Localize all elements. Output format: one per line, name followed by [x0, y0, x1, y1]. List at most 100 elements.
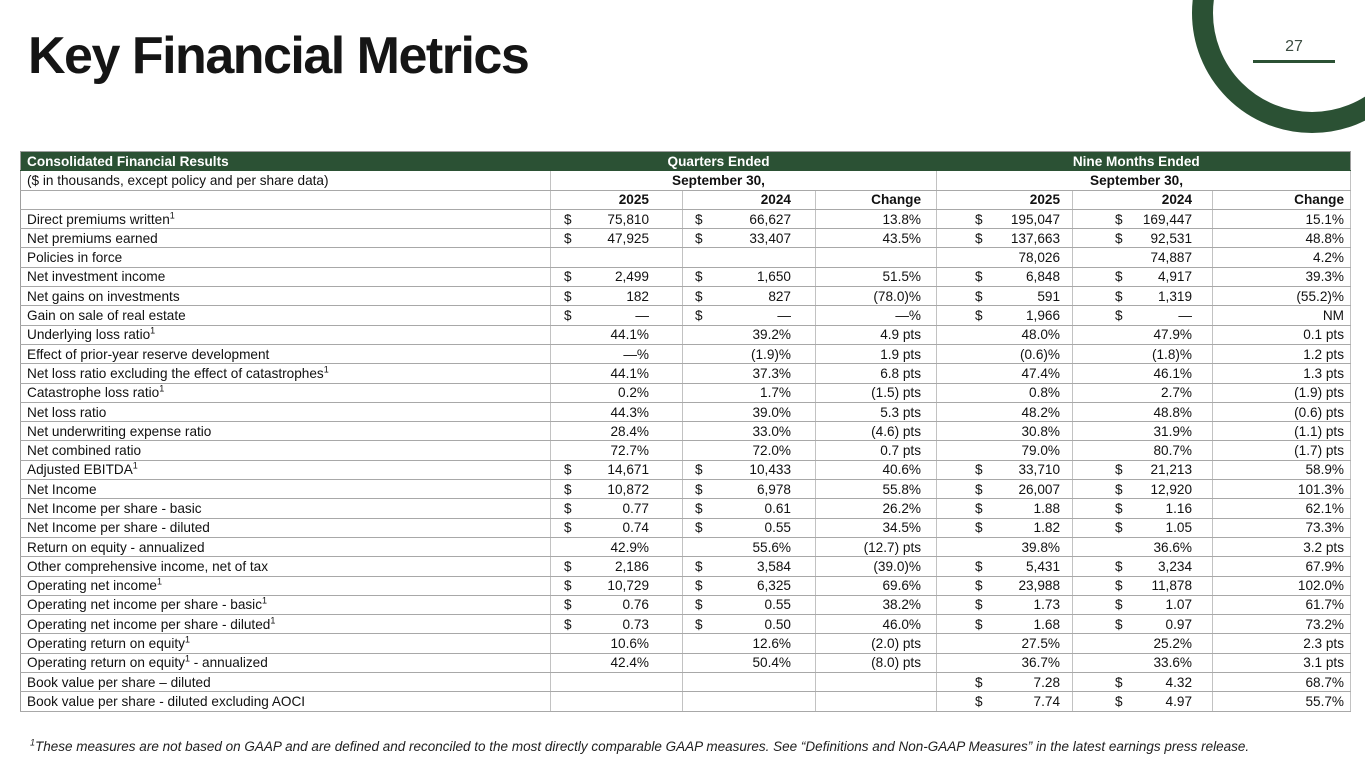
cell-value: 38.2%	[882, 597, 922, 613]
currency-symbol: $	[975, 269, 983, 285]
value-cell: 25.2%	[1072, 633, 1214, 654]
cell-value: 48.2%	[1021, 404, 1061, 420]
value-cell: $75,810	[550, 209, 683, 230]
cell-value: 43.5%	[882, 230, 922, 246]
row-label: Effect of prior-year reserve development	[20, 344, 551, 365]
value-cell: 55.8%	[815, 479, 938, 500]
currency-symbol: $	[564, 578, 572, 594]
value-cell: $0.61	[682, 498, 816, 519]
cell-value: 37.3%	[752, 365, 791, 381]
cell-value: 169,447	[1142, 211, 1193, 227]
currency-symbol: $	[695, 481, 703, 497]
cell-value: 42.9%	[610, 539, 649, 555]
currency-symbol: $	[564, 520, 572, 536]
cell-value: 195,047	[1010, 211, 1061, 227]
cell-value: 25.2%	[1153, 636, 1193, 652]
table-row: Net loss ratio 44.3% 39.0% 5.3 pts 48.2% 48.8…	[20, 402, 1352, 423]
value-cell: $6,978	[682, 479, 816, 500]
value-cell: 72.7%	[550, 440, 683, 461]
value-cell: 69.6%	[815, 576, 938, 596]
cell-value: 1.68	[1033, 616, 1061, 632]
value-cell: $10,729	[550, 576, 683, 596]
value-cell: 62.1%	[1212, 498, 1352, 519]
cell-value: (12.7) pts	[863, 539, 922, 555]
value-cell: $0.97	[1072, 614, 1214, 635]
value-cell: $66,627	[682, 209, 816, 230]
value-cell: 39.2%	[682, 325, 816, 345]
value-cell: $1,319	[1072, 286, 1214, 307]
value-cell: $14,671	[550, 460, 683, 481]
cell-value: 55.6%	[752, 539, 791, 555]
value-cell: $1.16	[1072, 498, 1214, 519]
table-row: Operating net income1 $10,729 $6,325 69.6% $…	[20, 576, 1352, 596]
currency-symbol: $	[1115, 520, 1123, 536]
currency-symbol: $	[1115, 616, 1123, 632]
cell-value: 6.8 pts	[880, 365, 922, 381]
value-cell: $4.97	[1072, 691, 1214, 712]
currency-symbol: $	[975, 674, 983, 690]
table-header-row: Consolidated Financial Results Quarters …	[20, 151, 1351, 172]
value-cell: $10,433	[682, 460, 816, 481]
cell-value: 1.3 pts	[1303, 365, 1345, 381]
row-label: Operating net income per share - basic1	[20, 595, 551, 616]
cell-value: —	[1178, 308, 1193, 324]
value-cell: 15.1%	[1212, 209, 1352, 230]
table-row: Net premiums earned $47,925 $33,407 43.5% $1…	[20, 228, 1352, 249]
value-cell: 40.6%	[815, 460, 938, 481]
currency-symbol: $	[1115, 674, 1123, 690]
cell-value: 0.61	[764, 500, 791, 516]
cell-value: 4.97	[1165, 693, 1193, 709]
cell-value: 6,848	[1025, 269, 1061, 285]
currency-symbol: $	[564, 500, 572, 516]
value-cell: 0.7 pts	[815, 440, 938, 461]
currency-symbol: $	[975, 597, 983, 613]
cell-value: 50.4%	[752, 655, 791, 671]
currency-symbol: $	[975, 230, 983, 246]
currency-symbol: $	[975, 500, 983, 516]
value-cell: 38.2%	[815, 595, 938, 616]
value-cell: (0.6) pts	[1212, 402, 1352, 423]
cell-value: 0.77	[622, 500, 649, 516]
footnote-sup: 1	[30, 737, 36, 748]
cell-value: 1.16	[1165, 500, 1193, 516]
value-cell: $3,584	[682, 556, 816, 577]
value-cell: 33.0%	[682, 421, 816, 442]
currency-symbol: $	[564, 308, 572, 324]
value-cell: 31.9%	[1072, 421, 1214, 442]
footnote: 1These measures are not based on GAAP an…	[30, 737, 1350, 754]
value-cell: $11,878	[1072, 576, 1214, 596]
value-cell: 43.5%	[815, 228, 938, 249]
cell-value: 2,186	[614, 558, 649, 574]
value-cell: (2.0) pts	[815, 633, 938, 654]
value-cell: (1.8)%	[1072, 344, 1214, 365]
value-cell	[815, 691, 938, 712]
cell-value: 72.7%	[610, 443, 649, 459]
cell-value: 1.7%	[760, 385, 791, 401]
cell-value: 31.9%	[1153, 423, 1193, 439]
currency-symbol: $	[1115, 597, 1123, 613]
cell-value: 51.5%	[882, 269, 922, 285]
quarters-ended-header: Quarters Ended	[550, 151, 937, 172]
currency-symbol: $	[1115, 230, 1123, 246]
cell-value: 26,007	[1018, 481, 1061, 497]
value-cell: (1.5) pts	[815, 383, 938, 403]
value-cell: $827	[682, 286, 816, 307]
value-cell: $21,213	[1072, 460, 1214, 481]
value-cell: 36.6%	[1072, 537, 1214, 558]
value-cell: $137,663	[936, 228, 1074, 249]
value-cell: $6,325	[682, 576, 816, 596]
value-cell: $7.74	[936, 691, 1074, 712]
cell-value: 72.0%	[752, 443, 791, 459]
currency-symbol: $	[1115, 462, 1123, 478]
cell-value: 40.6%	[882, 462, 922, 478]
value-cell: —%	[550, 344, 683, 365]
value-cell: $ —	[682, 305, 816, 326]
table-row: Other comprehensive income, net of tax $2…	[20, 556, 1352, 577]
table-title: Consolidated Financial Results	[20, 151, 551, 172]
cell-value: 48.0%	[1021, 327, 1061, 343]
cell-value: 10,433	[749, 462, 791, 478]
currency-symbol: $	[564, 558, 572, 574]
decorative-ring-icon	[1192, 0, 1365, 133]
value-cell: 47.4%	[936, 363, 1074, 384]
value-cell: 55.6%	[682, 537, 816, 558]
